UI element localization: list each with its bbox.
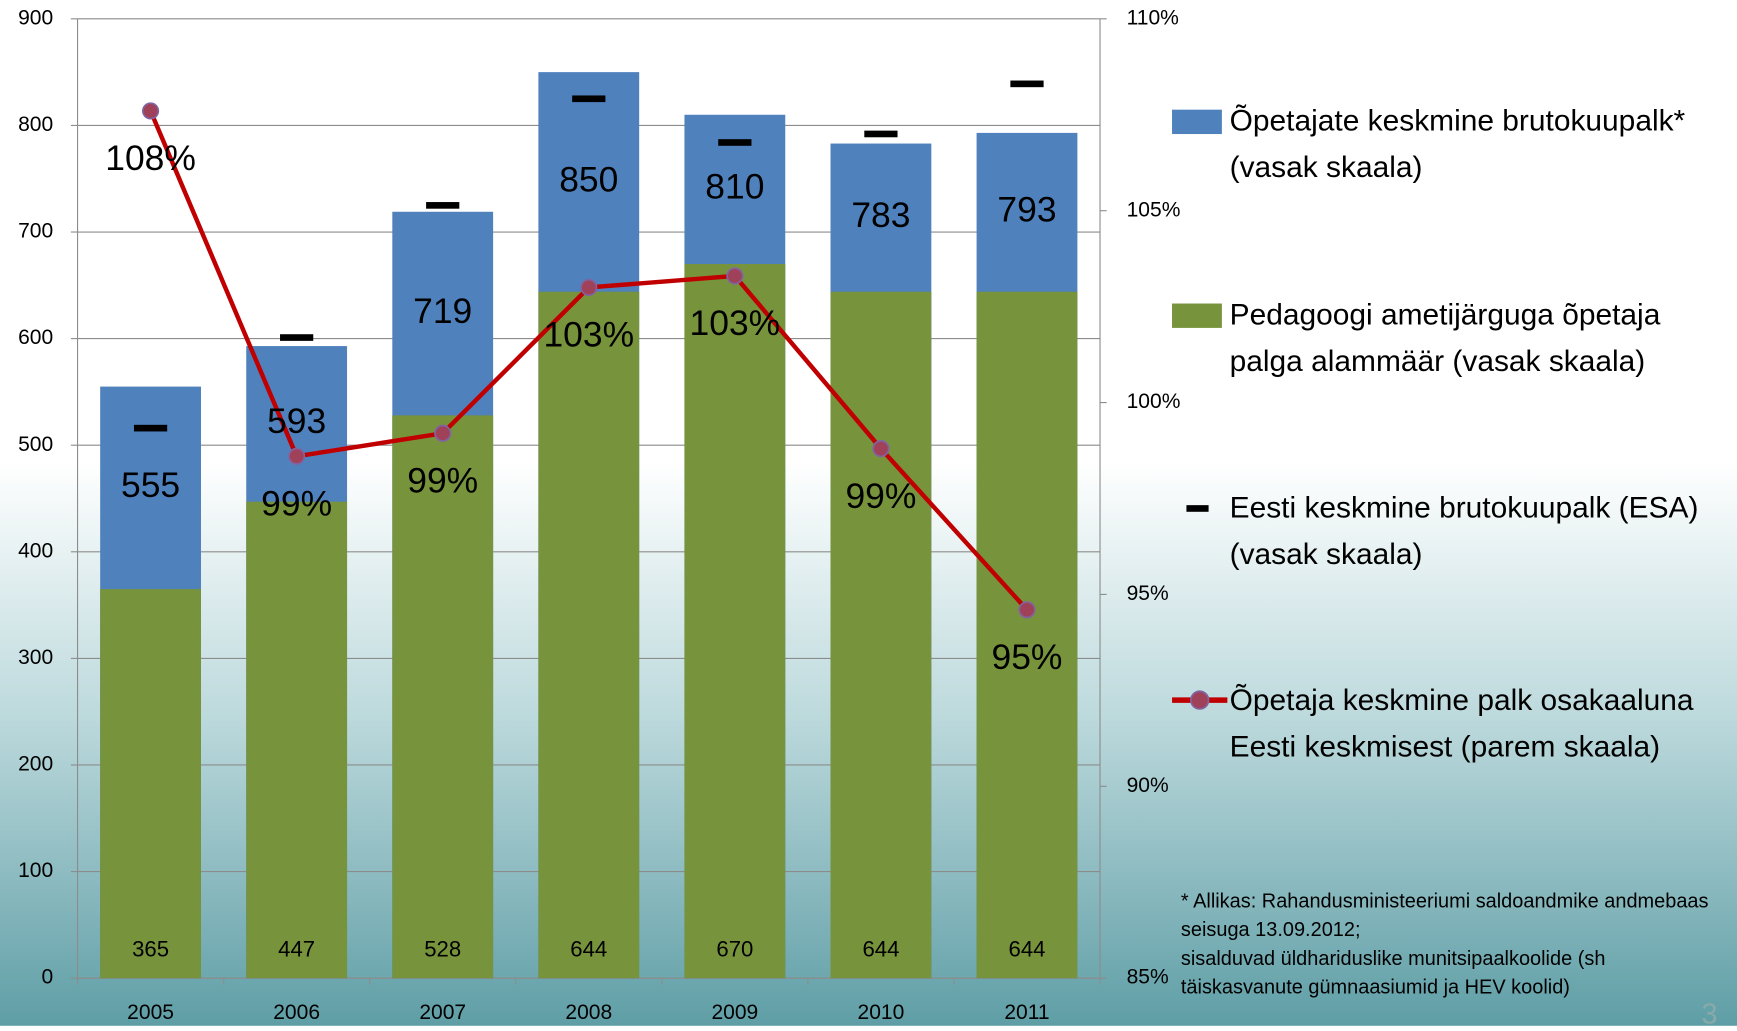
x-tick-label: 2008 [565, 1001, 612, 1024]
data-label: 103% [543, 315, 634, 355]
page-number: 3 [1701, 997, 1718, 1031]
dash-marker [572, 95, 606, 103]
y2-tick-label: 90% [1127, 774, 1169, 797]
y-tick-label: 100 [18, 859, 53, 882]
bar [976, 291, 1078, 979]
x-tick-label: 2007 [419, 1001, 466, 1024]
data-label: 528 [424, 936, 461, 961]
y-tick-label: 600 [18, 326, 53, 349]
data-label: 670 [716, 936, 753, 961]
footnote-line: sisalduvad üldhariduslike munitsipaalkoo… [1180, 947, 1606, 999]
data-label: 99% [407, 460, 478, 500]
legend-swatch [1186, 505, 1209, 512]
data-label: 108% [105, 138, 196, 178]
legend-swatch [1172, 303, 1222, 328]
line-marker [141, 102, 160, 120]
data-label: 793 [997, 190, 1056, 230]
y2-tick-label: 95% [1127, 582, 1169, 605]
data-label: 447 [278, 936, 315, 961]
line-marker [434, 424, 452, 442]
data-label: 719 [413, 291, 472, 331]
footnote: * Allikas: Rahandusministeeriumi saldoan… [1181, 886, 1713, 1001]
dash-marker [426, 202, 460, 209]
x-tick-label: 2005 [127, 1001, 174, 1024]
data-label: 555 [121, 465, 180, 505]
line-marker [288, 447, 306, 465]
dash-marker [1010, 80, 1044, 88]
data-label: 99% [261, 483, 332, 523]
x-tick-label: 2011 [1004, 1001, 1049, 1024]
data-label: 644 [862, 936, 899, 961]
bar [830, 291, 932, 979]
data-label: 783 [851, 195, 910, 235]
y-tick-label: 400 [18, 539, 53, 562]
bar [538, 291, 640, 979]
y2-tick-label: 110% [1127, 6, 1179, 29]
y-tick-label: 700 [18, 220, 53, 243]
legend-swatch [1172, 109, 1222, 135]
data-label: 99% [845, 476, 916, 516]
y2-tick-label: 85% [1127, 966, 1169, 989]
y-tick-label: 900 [18, 6, 53, 29]
legend-label: Eesti keskmine brutokuupalk (ESA) (vasak… [1229, 490, 1699, 571]
data-label: 644 [1009, 936, 1046, 961]
data-label: 810 [705, 167, 764, 207]
bar [246, 501, 348, 979]
y-tick-label: 300 [18, 646, 53, 669]
line-marker [726, 267, 744, 285]
dash-marker [864, 130, 898, 138]
x-tick-label: 2009 [711, 1001, 758, 1024]
y-tick-label: 500 [18, 433, 53, 456]
y2-tick-label: 105% [1127, 198, 1181, 221]
bar [392, 415, 494, 979]
dash-marker [280, 334, 314, 341]
y-tick-label: 0 [41, 966, 53, 989]
line-marker [872, 440, 890, 458]
data-label: 850 [559, 159, 618, 199]
y-tick-label: 200 [18, 753, 53, 776]
bar [684, 263, 786, 979]
line-marker [580, 278, 598, 297]
bar [100, 589, 201, 979]
y2-tick-label: 100% [1127, 390, 1181, 413]
dash-marker [718, 139, 752, 146]
legend-swatch [1172, 690, 1228, 710]
data-label: 593 [267, 401, 326, 441]
legend-label: Õpetajate keskmine brutokuupalk* (vasak … [1229, 104, 1686, 184]
data-label: 103% [690, 303, 781, 343]
dash-marker [133, 424, 168, 432]
footnote-line: * Allikas: Rahandusministeeriumi saldoan… [1180, 889, 1709, 941]
data-label: 365 [132, 936, 169, 961]
x-tick-label: 2010 [858, 1001, 905, 1024]
data-label: 644 [570, 936, 607, 961]
y-tick-label: 800 [18, 113, 53, 136]
line-marker [1018, 601, 1036, 619]
legend-label: Pedagoogi ametijärguga õpetaja palga ala… [1229, 297, 1661, 378]
legend-label: Õpetaja keskmine palk osakaaluna Eesti k… [1229, 683, 1694, 764]
data-label: 95% [992, 637, 1063, 677]
x-tick-label: 2006 [273, 1001, 320, 1024]
